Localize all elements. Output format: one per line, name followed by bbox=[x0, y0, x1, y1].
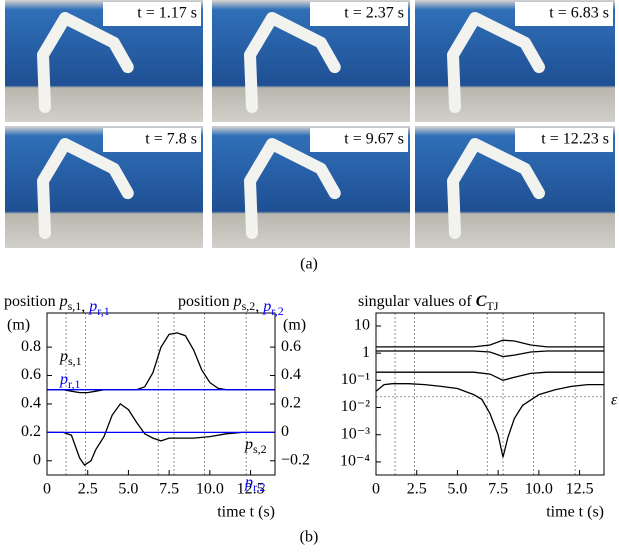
photo-time-label: t = 7.8 s bbox=[145, 131, 197, 148]
label-box bbox=[103, 2, 201, 26]
photo-grid: t = 1.17 s t = 2.37 s t = 6.83 s t = 7.8 s t… bbox=[5, 0, 615, 248]
x-tick-label: 10.0 bbox=[525, 481, 553, 498]
series-line bbox=[376, 350, 604, 358]
y2-tick-label: 0.6 bbox=[281, 338, 301, 355]
title-subscript: TJ bbox=[486, 299, 498, 313]
x-tick-label: 5.0 bbox=[447, 481, 467, 498]
y-tick-label: 1 bbox=[362, 344, 370, 361]
title-part: position bbox=[4, 293, 60, 310]
series-line bbox=[376, 371, 604, 381]
title-part: p bbox=[233, 293, 242, 310]
title-part: p bbox=[59, 293, 68, 310]
robot-arm bbox=[37, 138, 134, 239]
photo-time-label: t = 9.67 s bbox=[344, 131, 404, 148]
panel-label: (a) bbox=[300, 256, 318, 273]
title-part: p bbox=[262, 298, 271, 315]
x-tick-label: 12.5 bbox=[566, 481, 594, 498]
series-label: ps,1 bbox=[59, 348, 82, 368]
series-name: p bbox=[244, 474, 253, 491]
title-part: p bbox=[88, 298, 97, 315]
robot-arm bbox=[447, 12, 545, 113]
x-tick-label: 0 bbox=[372, 481, 380, 498]
y2-axis-label: (m) bbox=[283, 317, 306, 334]
y2-tick-label: 0.2 bbox=[281, 395, 301, 412]
x-axis-label: time t (s) bbox=[217, 504, 275, 521]
title-part: , bbox=[81, 298, 89, 315]
y-tick-label: 10⁻² bbox=[341, 398, 370, 415]
title-subscript: r,2 bbox=[271, 304, 284, 318]
chart-title: position ps,1, pr,1 bbox=[4, 293, 110, 318]
y-tick-label: 10⁻³ bbox=[341, 425, 370, 442]
y2-tick-label: 0.4 bbox=[281, 366, 301, 383]
plot-frame bbox=[46, 312, 276, 476]
title-part: singular values of bbox=[358, 293, 476, 310]
y-axis-label: (m) bbox=[7, 317, 30, 334]
title-part: C bbox=[476, 293, 487, 310]
series-line bbox=[47, 402, 275, 466]
chart-title: singular values of CTJ bbox=[358, 293, 499, 313]
y-tick-label: 0 bbox=[33, 451, 41, 468]
series-label: pr,2 bbox=[244, 474, 266, 494]
y-tick-label: 10 bbox=[354, 317, 370, 334]
y-tick-label: 0.8 bbox=[21, 338, 41, 355]
threshold-label: ε bbox=[611, 391, 618, 408]
x-axis-label: time t (s) bbox=[546, 504, 604, 521]
y-tick-label: 10⁻¹ bbox=[341, 371, 370, 388]
panel-label: (b) bbox=[300, 529, 319, 546]
label-box bbox=[515, 128, 613, 152]
photo-time-label: t = 6.83 s bbox=[549, 5, 609, 22]
series-label: pr,1 bbox=[59, 371, 81, 391]
y2-tick-label: −0.2 bbox=[281, 451, 310, 468]
series-name: p bbox=[244, 436, 253, 453]
x-tick-label: 2.5 bbox=[407, 481, 427, 498]
series-line bbox=[376, 339, 604, 348]
robot-arm bbox=[37, 12, 134, 113]
label-box bbox=[310, 128, 408, 152]
x-tick-label: 2.5 bbox=[78, 481, 98, 498]
label-box bbox=[310, 2, 408, 26]
label-box bbox=[103, 128, 201, 152]
robot-arm bbox=[244, 138, 341, 239]
title-part: position bbox=[178, 293, 234, 310]
title-part: , bbox=[255, 298, 263, 315]
label-box bbox=[515, 2, 613, 26]
series-name-sub: r,1 bbox=[68, 377, 81, 391]
x-tick-label: 5.0 bbox=[118, 481, 138, 498]
series-line bbox=[47, 332, 275, 394]
y-tick-label: 0.2 bbox=[21, 423, 41, 440]
series-name: p bbox=[59, 348, 68, 365]
title-subscript: s,1 bbox=[68, 299, 82, 313]
x-tick-label: 7.5 bbox=[488, 481, 508, 498]
series-name-sub: r,2 bbox=[253, 480, 266, 494]
series-label: ps,2 bbox=[244, 436, 267, 456]
plot-frame bbox=[375, 312, 605, 476]
y2-tick-label: 0 bbox=[281, 423, 289, 440]
x-tick-label: 10.0 bbox=[196, 481, 224, 498]
robot-arm bbox=[447, 138, 545, 239]
series-line bbox=[375, 383, 604, 458]
series-name-sub: s,1 bbox=[68, 354, 82, 368]
title-subscript: r,1 bbox=[97, 304, 110, 318]
y-tick-label: 0.4 bbox=[21, 395, 41, 412]
title-subscript: s,2 bbox=[242, 299, 256, 313]
x-tick-label: 7.5 bbox=[159, 481, 179, 498]
chart-title: position ps,2, pr,2 bbox=[178, 293, 284, 318]
series-name-sub: s,2 bbox=[253, 442, 267, 456]
y-tick-label: 10⁻⁴ bbox=[340, 453, 370, 470]
photo-time-label: t = 1.17 s bbox=[137, 5, 197, 22]
x-tick-label: 0 bbox=[43, 481, 51, 498]
photo-time-label: t = 2.37 s bbox=[344, 5, 404, 22]
series-name: p bbox=[59, 371, 68, 388]
robot-arm bbox=[244, 12, 341, 113]
photo-time-label: t = 12.23 s bbox=[541, 131, 609, 148]
x-tick-label: 12.5 bbox=[237, 481, 265, 498]
y-tick-label: 0.6 bbox=[21, 366, 41, 383]
